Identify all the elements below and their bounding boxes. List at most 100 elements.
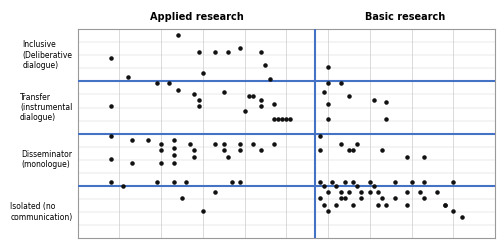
Point [107, 56, 115, 60]
Point [257, 50, 265, 54]
Point [274, 117, 282, 121]
Point [404, 203, 411, 207]
Point [316, 197, 324, 200]
Point [170, 146, 177, 150]
Point [186, 142, 194, 146]
Point [270, 103, 278, 106]
Point [128, 161, 136, 165]
Point [320, 184, 328, 188]
Point [324, 103, 332, 106]
Point [199, 71, 207, 75]
Point [449, 180, 457, 184]
Point [366, 180, 374, 184]
Point [224, 155, 232, 159]
Point [408, 180, 416, 184]
Point [257, 148, 265, 152]
Point [449, 209, 457, 213]
Point [286, 117, 294, 121]
Point [236, 148, 244, 152]
Point [332, 184, 340, 188]
Text: Transfer
(instrumental
dialogue): Transfer (instrumental dialogue) [20, 93, 72, 122]
Point [220, 142, 228, 146]
Point [349, 148, 357, 152]
Point [144, 138, 152, 142]
Point [212, 190, 220, 194]
Point [270, 117, 278, 121]
Point [404, 190, 411, 194]
Point [420, 197, 428, 200]
Point [257, 104, 265, 108]
Point [199, 209, 207, 213]
Point [345, 190, 353, 194]
Text: Isolated (no
communication): Isolated (no communication) [10, 202, 72, 222]
Text: Applied research: Applied research [150, 12, 244, 22]
Point [224, 50, 232, 54]
Point [391, 197, 399, 200]
Point [458, 215, 466, 219]
Point [420, 180, 428, 184]
Point [358, 197, 366, 200]
Point [157, 142, 165, 146]
Point [236, 46, 244, 50]
Point [157, 161, 165, 165]
Text: Inclusive
(Deliberative
dialogue): Inclusive (Deliberative dialogue) [22, 40, 72, 70]
Point [249, 94, 257, 98]
Point [194, 104, 202, 108]
Point [324, 190, 332, 194]
Point [316, 148, 324, 152]
Point [220, 148, 228, 152]
Point [170, 153, 177, 156]
Point [124, 75, 132, 79]
Point [340, 197, 348, 200]
Point [349, 203, 357, 207]
Point [157, 148, 165, 152]
Point [244, 94, 252, 98]
Point [324, 82, 332, 86]
Point [170, 161, 177, 165]
Point [212, 50, 220, 54]
Point [378, 197, 386, 200]
Point [320, 90, 328, 94]
Point [107, 157, 115, 161]
Point [170, 138, 177, 142]
Point [370, 184, 378, 188]
Point [107, 180, 115, 184]
Point [320, 203, 328, 207]
Point [236, 180, 244, 184]
Point [182, 180, 190, 184]
Point [120, 184, 128, 188]
Point [228, 180, 236, 184]
Point [170, 180, 177, 184]
Point [345, 94, 353, 98]
Point [353, 184, 361, 188]
Point [220, 90, 228, 94]
Point [194, 50, 202, 54]
Point [336, 197, 344, 200]
Point [370, 98, 378, 102]
Point [324, 117, 332, 121]
Point [249, 142, 257, 146]
Point [336, 190, 344, 194]
Point [382, 100, 390, 104]
Point [420, 155, 428, 159]
Point [328, 180, 336, 184]
Text: Basic research: Basic research [365, 12, 446, 22]
Point [174, 34, 182, 37]
Point [324, 209, 332, 213]
Point [236, 142, 244, 146]
Point [382, 117, 390, 121]
Point [282, 117, 290, 121]
Point [166, 82, 173, 86]
Point [345, 148, 353, 152]
Point [128, 138, 136, 142]
Point [353, 142, 361, 146]
Point [374, 203, 382, 207]
Point [153, 82, 161, 86]
Point [324, 65, 332, 69]
Point [240, 109, 248, 113]
Point [336, 142, 344, 146]
Point [278, 117, 286, 121]
Point [266, 77, 274, 81]
Point [316, 180, 324, 184]
Point [178, 197, 186, 200]
